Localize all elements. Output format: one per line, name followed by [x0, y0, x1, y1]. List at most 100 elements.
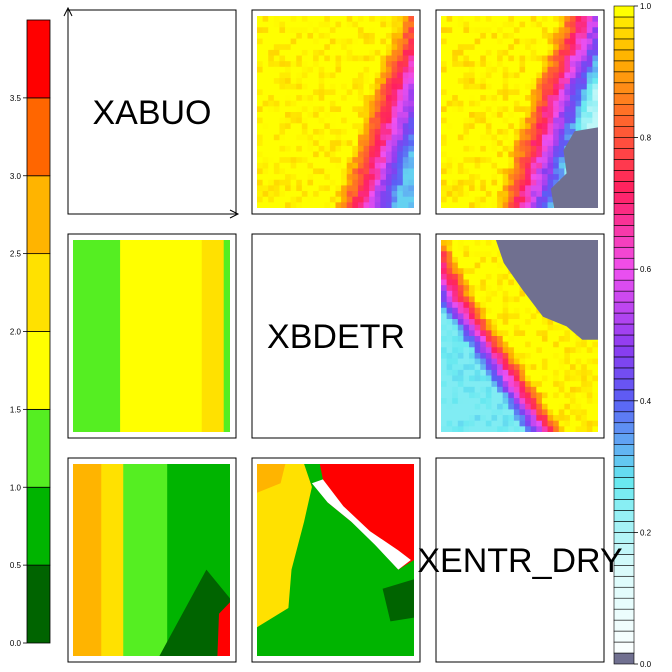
heatmap-cell — [369, 89, 376, 96]
heatmap-cell — [452, 313, 459, 320]
heatmap-cell — [469, 179, 476, 186]
heatmap-cell — [474, 426, 481, 432]
heatmap-cell — [558, 398, 565, 405]
heatmap-cell — [525, 330, 532, 337]
heatmap-cell — [530, 369, 537, 376]
heatmap-cell — [374, 179, 381, 186]
heatmap-cell — [279, 95, 286, 102]
heatmap-cell — [485, 273, 492, 280]
heatmap-cell — [313, 95, 320, 102]
heatmap-cell — [402, 27, 409, 34]
heatmap-cell — [525, 174, 532, 181]
heatmap-cell — [536, 38, 543, 45]
heatmap-cell — [553, 324, 560, 331]
heatmap-cell — [547, 49, 554, 56]
heatmap-cell — [463, 336, 470, 343]
heatmap-cell — [502, 44, 509, 51]
heatmap-cell — [341, 61, 348, 68]
heatmap-cell — [452, 409, 459, 416]
heatmap-cell — [519, 38, 526, 45]
heatmap-cell — [485, 44, 492, 51]
heatmap-cell — [374, 117, 381, 124]
heatmap-cell — [441, 27, 448, 34]
heatmap-cell — [480, 145, 487, 152]
heatmap-cell — [363, 128, 370, 135]
heatmap-cell — [301, 134, 308, 141]
heatmap-cell — [408, 44, 414, 51]
heatmap-cell — [558, 386, 565, 393]
heatmap-cell — [485, 364, 492, 371]
heatmap-cell — [508, 191, 515, 198]
heatmap-cell — [564, 112, 571, 119]
heatmap-cell — [457, 162, 464, 169]
heatmap-cell — [380, 106, 387, 113]
heatmap-cell — [463, 117, 470, 124]
heatmap-cell — [301, 27, 308, 34]
heatmap-cell — [586, 44, 593, 51]
heatmap-cell — [324, 134, 331, 141]
heatmap-cell — [558, 330, 565, 337]
heatmap-cell — [329, 140, 336, 147]
heatmap-cell — [469, 61, 476, 68]
heatmap-cell — [285, 32, 292, 39]
heatmap-cell — [536, 358, 543, 365]
heatmap-cell — [301, 66, 308, 73]
heatmap-cell — [508, 415, 515, 422]
heatmap-cell — [324, 44, 331, 51]
heatmap-cell — [290, 151, 297, 158]
heatmap-cell — [257, 168, 264, 175]
heatmap-cell — [262, 66, 269, 73]
heatmap-cell — [564, 83, 571, 90]
heatmap-cell — [480, 347, 487, 354]
heatmap-cell — [307, 196, 314, 203]
heatmap-cell — [296, 157, 303, 164]
heatmap-cell — [536, 44, 543, 51]
heatmap-cell — [513, 202, 520, 208]
heatmap-cell — [346, 66, 353, 73]
heatmap-cell — [536, 336, 543, 343]
heatmap-cell — [329, 38, 336, 45]
heatmap-cell — [469, 83, 476, 90]
heatmap-cell — [374, 95, 381, 102]
heatmap-cell — [273, 117, 280, 124]
heatmap-cell — [346, 202, 353, 208]
heatmap-cell — [474, 352, 481, 359]
heatmap-cell — [491, 140, 498, 147]
heatmap-cell — [541, 358, 548, 365]
heatmap-cell — [290, 61, 297, 68]
heatmap-cell — [296, 83, 303, 90]
heatmap-cell — [547, 123, 554, 130]
heatmap-cell — [318, 27, 325, 34]
heatmap-cell — [352, 61, 359, 68]
heatmap-cell — [279, 27, 286, 34]
heatmap-cell — [497, 83, 504, 90]
heatmap-cell — [474, 83, 481, 90]
heatmap-cell — [452, 185, 459, 192]
heatmap-cell — [463, 285, 470, 292]
heatmap-cell — [463, 27, 470, 34]
heatmap-cell — [519, 296, 526, 303]
heatmap-cell — [536, 117, 543, 124]
heatmap-cell — [513, 117, 520, 124]
heatmap-cell — [508, 123, 515, 130]
heatmap-cell — [441, 117, 448, 124]
heatmap-cell — [446, 27, 453, 34]
heatmap-cell — [463, 145, 470, 152]
heatmap-cell — [452, 134, 459, 141]
heatmap-cell — [318, 179, 325, 186]
heatmap-cell — [480, 245, 487, 252]
heatmap-cell — [324, 123, 331, 130]
heatmap-cell — [268, 157, 275, 164]
heatmap-cell — [519, 83, 526, 90]
heatmap-cell — [536, 83, 543, 90]
heatmap-cell — [547, 83, 554, 90]
heatmap-cell — [485, 89, 492, 96]
heatmap-cell — [268, 196, 275, 203]
heatmap-cell — [553, 89, 560, 96]
heatmap-cell — [564, 78, 571, 85]
heatmap-cell — [391, 112, 398, 119]
heatmap-cell — [480, 78, 487, 85]
heatmap-cell — [363, 100, 370, 107]
heatmap-cell — [502, 128, 509, 135]
heatmap-cell — [513, 66, 520, 73]
